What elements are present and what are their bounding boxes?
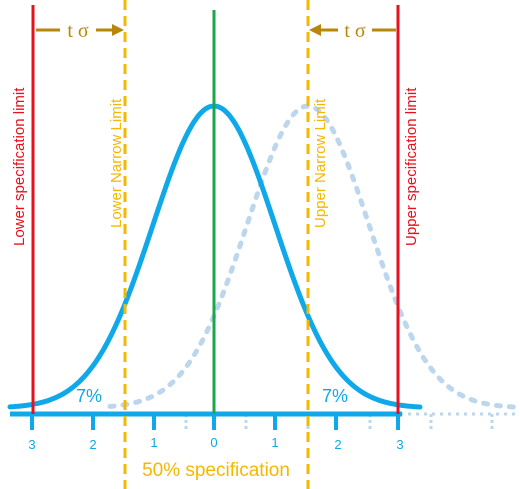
tick-label: 1	[271, 435, 278, 450]
axis-ticks	[30, 414, 400, 430]
t-sigma-label-left: t σ	[67, 20, 89, 42]
upper-narrow-limit-label: Upper Narrow Limit	[312, 98, 329, 228]
tick-label: 3	[396, 437, 403, 452]
t-sigma-label-right: t σ	[344, 20, 366, 42]
tail-percent-right: 7%	[322, 386, 348, 406]
upper-spec-limit-label: Upper specification limit	[403, 87, 420, 246]
t-sigma-arrow-right	[309, 24, 396, 36]
bottom-label: 50% specification	[142, 460, 290, 481]
t-sigma-arrow-left	[36, 24, 124, 36]
lower-spec-limit-label: Lower specification limit	[11, 87, 28, 246]
tick-label: 1	[150, 435, 157, 450]
lower-narrow-limit-label: Lower Narrow Limit	[108, 98, 125, 228]
tick-label: 0	[210, 435, 217, 450]
tick-label: 2	[89, 437, 96, 452]
tick-labels: 3 2 1 0 1 2 3	[28, 435, 403, 452]
tick-label: 3	[28, 437, 35, 452]
tick-label: 2	[334, 437, 341, 452]
tail-percent-left: 7%	[76, 386, 102, 406]
